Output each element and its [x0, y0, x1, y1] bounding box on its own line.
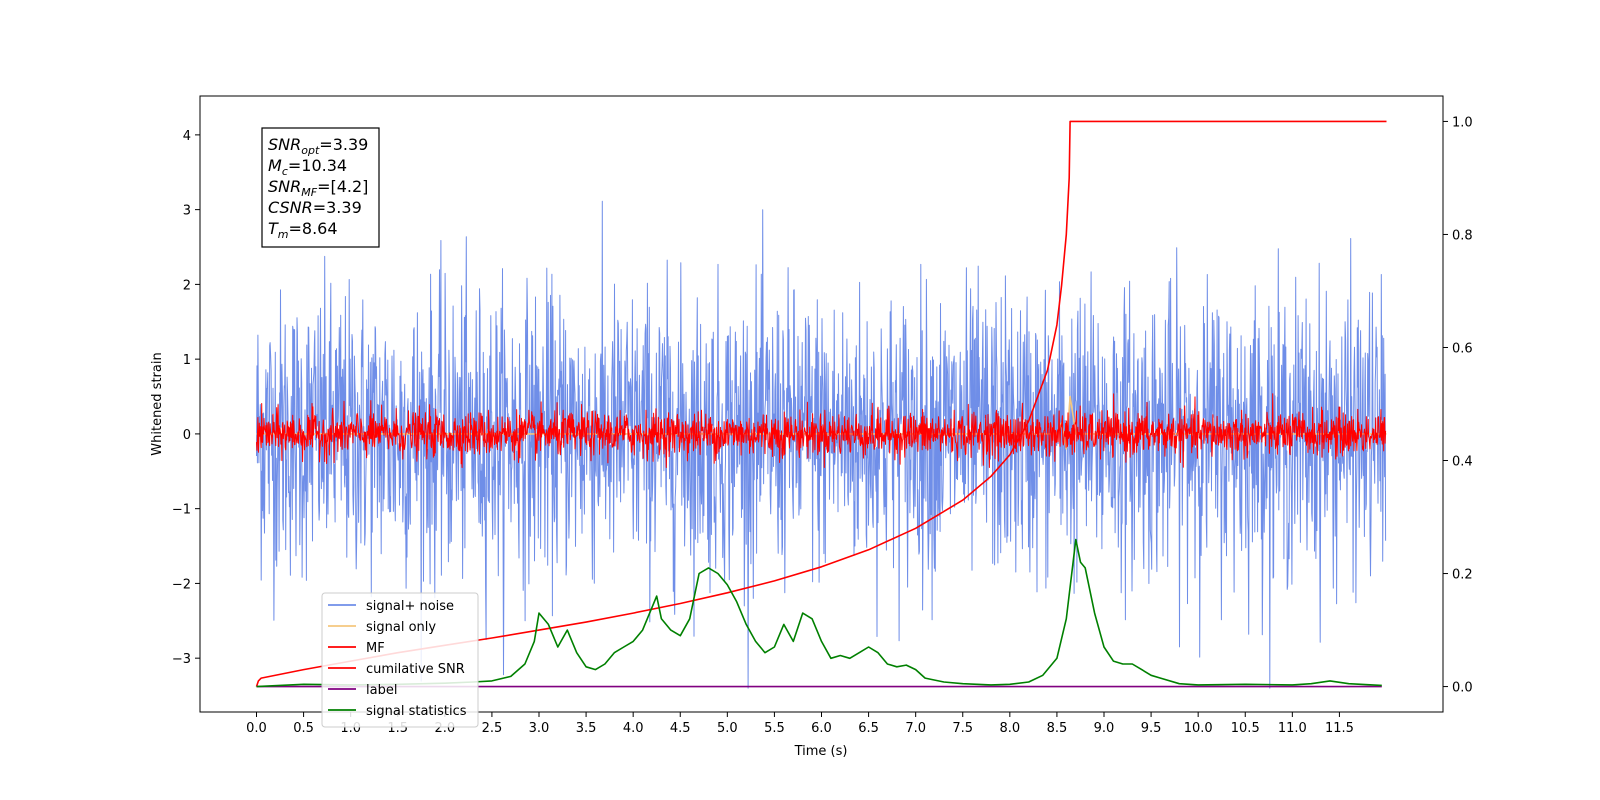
x-tick-label: 10.5 [1231, 721, 1260, 736]
y-tick-label: 0 [183, 428, 191, 443]
x-tick-label: 11.0 [1278, 721, 1307, 736]
y-axis-label: Whitened strain [150, 352, 165, 455]
y-tick-label: −1 [172, 503, 191, 518]
annotation-line: SNRMF=[4.2] [268, 177, 368, 199]
y-tick-label: −2 [172, 577, 191, 592]
legend-label: MF [366, 641, 385, 656]
x-tick-label: 3.5 [576, 721, 597, 736]
y-axis-ticks: −3 −2 −1 0 1 2 3 4 [172, 129, 200, 667]
y2-tick-label: 0.0 [1452, 681, 1473, 696]
y-tick-label: 2 [183, 278, 191, 293]
x-tick-label: 9.0 [1094, 721, 1115, 736]
annotation-line: SNRopt=3.39 [268, 135, 368, 157]
y2-tick-label: 0.4 [1452, 455, 1473, 470]
y2-axis-ticks: 0.0 0.2 0.4 0.6 0.8 1.0 [1443, 115, 1473, 696]
y2-tick-label: 0.6 [1452, 341, 1473, 356]
x-tick-label: 7.5 [952, 721, 973, 736]
legend-label: signal only [366, 620, 436, 635]
legend-label: label [366, 683, 397, 698]
x-tick-label: 8.0 [999, 721, 1020, 736]
legend-label: signal statistics [366, 704, 467, 719]
x-tick-label: 10.0 [1184, 721, 1213, 736]
annotation-line: Tm=8.64 [268, 219, 338, 241]
y-tick-label: 4 [183, 129, 191, 144]
y-tick-label: 1 [183, 353, 191, 368]
legend-label: cumilative SNR [366, 662, 465, 677]
legend-label: signal+ noise [366, 599, 454, 614]
series-line-signal-noise [256, 200, 1387, 689]
x-tick-label: 3.0 [529, 721, 550, 736]
series-line-signal-statistics [256, 538, 1382, 688]
x-tick-label: 6.5 [858, 721, 879, 736]
y2-tick-label: 0.2 [1452, 568, 1473, 583]
legend-frame [321, 592, 479, 728]
y2-tick-label: 0.8 [1452, 228, 1473, 243]
y-tick-label: 3 [183, 204, 191, 219]
x-tick-label: 11.5 [1325, 721, 1354, 736]
y-tick-label: −3 [172, 652, 191, 667]
x-tick-label: 5.5 [764, 721, 785, 736]
x-axis-label: Time (s) [794, 744, 848, 759]
x-tick-label: 8.5 [1047, 721, 1068, 736]
x-tick-label: 6.0 [811, 721, 832, 736]
x-tick-label: 7.0 [905, 721, 926, 736]
series-line-mf [256, 393, 1387, 468]
x-tick-label: 0.5 [293, 721, 314, 736]
x-tick-label: 5.0 [717, 721, 738, 736]
x-tick-label: 4.0 [623, 721, 644, 736]
annotation-frame [261, 127, 380, 248]
annotation-line: Mc=10.34 [268, 156, 347, 178]
legend: signal+ noise signal only MF cumilative SNR… [321, 592, 479, 728]
x-tick-label: 0.0 [246, 721, 267, 736]
annotation-line: CSNR=3.39 [268, 198, 362, 217]
x-tick-label: 2.5 [482, 721, 503, 736]
x-tick-label: 4.5 [670, 721, 691, 736]
y2-tick-label: 1.0 [1452, 115, 1473, 130]
x-tick-label: 9.5 [1141, 721, 1162, 736]
